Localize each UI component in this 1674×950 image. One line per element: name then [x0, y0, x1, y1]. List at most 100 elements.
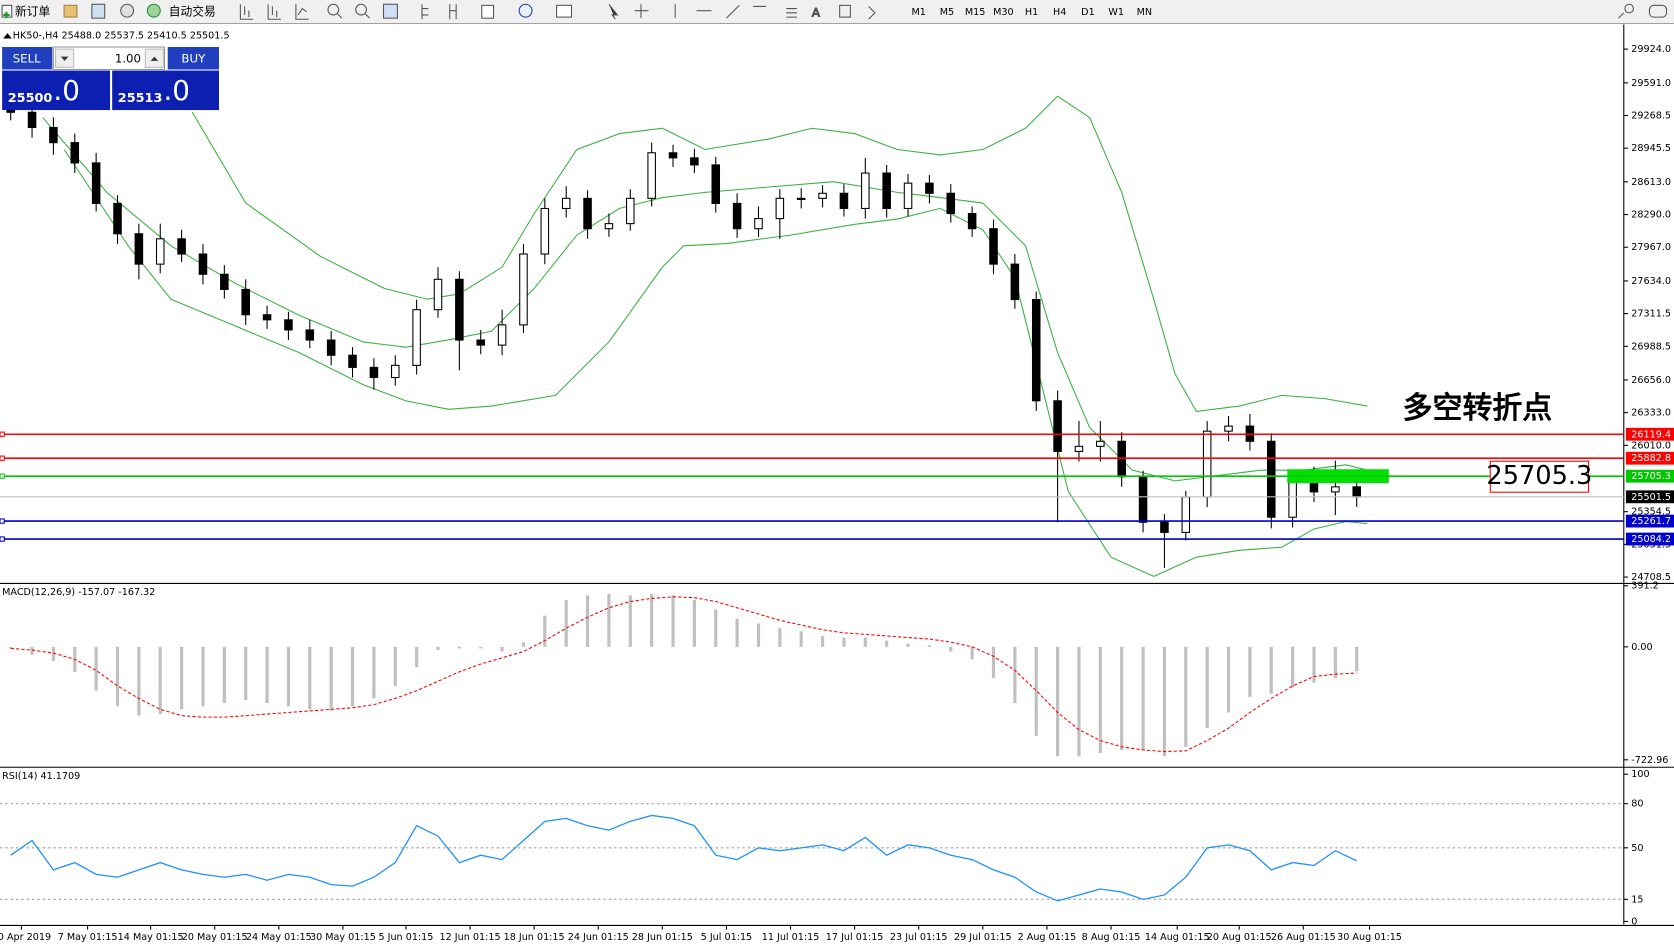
- candle-body: [1010, 263, 1020, 301]
- macd-bar: [201, 646, 205, 707]
- candle-body: [754, 218, 763, 230]
- x-tick-label: 17 Jul 01:15: [826, 932, 884, 943]
- candle-body: [348, 354, 357, 368]
- pane-title: MACD(12,26,9) -157.07 -167.32: [2, 587, 155, 598]
- callout-box: [1489, 460, 1590, 493]
- lot-value[interactable]: 1.00: [115, 51, 141, 65]
- bollinger-band: [191, 95, 1368, 412]
- y-tick-label: 0.00: [1631, 642, 1652, 653]
- level-handle: [0, 473, 5, 479]
- candle-body: [1138, 476, 1148, 523]
- buy-label[interactable]: BUY: [181, 51, 206, 65]
- buy-price-box[interactable]: [112, 70, 219, 111]
- y-tick-label: 24708.5: [1631, 572, 1671, 583]
- x-tick-label: 11 Jul 01:15: [762, 932, 820, 943]
- toolbar-button[interactable]: 新订单: [15, 4, 50, 18]
- x-tick-label: 24 May 01:15: [246, 932, 312, 943]
- candle-body: [1096, 440, 1105, 447]
- y-tick-label: 26988.5: [1631, 341, 1671, 352]
- macd-bar: [1312, 646, 1316, 683]
- level-handle: [0, 518, 5, 524]
- y-tick-label: 0: [1631, 916, 1637, 927]
- candle-body: [305, 329, 315, 341]
- y-tick-label: 29924.0: [1631, 44, 1671, 55]
- candle-body: [690, 157, 699, 166]
- macd-bar: [778, 628, 782, 647]
- plot-area: [9, 593, 1359, 757]
- timeframe-button[interactable]: M1: [912, 7, 926, 18]
- rsi-line: [10, 814, 1357, 902]
- timeframe-button[interactable]: M30: [993, 7, 1014, 18]
- pane-overlay: 100 80 50 15 0 RSI(14) 41.1709 30 Apr 2019 7 Ma…: [0, 769, 1650, 943]
- candle-body: [155, 238, 165, 265]
- candle-body: [925, 182, 934, 194]
- y-tick-label: 27634.0: [1631, 276, 1671, 287]
- current-price-label: 25501.5: [1631, 492, 1671, 503]
- macd-bar: [735, 618, 739, 647]
- level-handle: [0, 455, 5, 461]
- sell-label[interactable]: SELL: [13, 51, 41, 65]
- level-tag: [1625, 532, 1674, 546]
- macd-bar: [500, 646, 504, 652]
- sell-price-box[interactable]: [2, 70, 111, 111]
- buy-button[interactable]: [167, 47, 219, 70]
- candle-body: [668, 152, 678, 159]
- macd-bar: [30, 646, 34, 655]
- candle-body: [1309, 481, 1319, 493]
- level-handle: [0, 536, 5, 542]
- macd-bar: [479, 646, 483, 649]
- y-tick-label: 50: [1631, 843, 1643, 854]
- timeframe-bar: M1 M5 M15 M30 H1 H4 D1 W1 MN: [912, 7, 1153, 18]
- sell-price: 25500: [8, 91, 53, 106]
- macd-bar: [820, 635, 825, 647]
- level-tag: [1625, 427, 1674, 441]
- y-tick-label: 28945.5: [1631, 143, 1671, 154]
- timeframe-button[interactable]: H1: [1025, 7, 1038, 18]
- candle-body: [946, 192, 956, 215]
- candle-body: [91, 162, 101, 204]
- x-tick-label: 8 Aug 01:15: [1082, 932, 1141, 943]
- timeframe-button[interactable]: M15: [965, 7, 986, 18]
- macd-bar: [692, 599, 696, 647]
- level-label: 25084.2: [1631, 534, 1671, 545]
- y-tick-label: 28613.0: [1631, 177, 1671, 188]
- y-tick-label: 100: [1631, 769, 1649, 780]
- level-handle: [0, 431, 5, 437]
- pane-title: RSI(14) 41.1709: [2, 771, 80, 782]
- y-tick-label: 26333.0: [1631, 408, 1671, 419]
- timeframe-button[interactable]: D1: [1081, 7, 1095, 18]
- macd-bar: [756, 623, 761, 647]
- x-tick-label: 28 Jun 01:15: [632, 932, 693, 943]
- candle-body: [989, 228, 998, 265]
- candle-body: [284, 319, 293, 331]
- y-tick-label: -722.96: [1631, 755, 1668, 766]
- macd-bar: [158, 646, 162, 715]
- x-tick-label: 5 Jul 01:15: [701, 932, 753, 943]
- candle-body: [476, 339, 486, 346]
- macd-bar: [9, 646, 13, 649]
- timeframe-button[interactable]: M5: [940, 7, 954, 18]
- level-label: 26119.4: [1631, 429, 1671, 440]
- macd-bar: [393, 646, 397, 686]
- lot-input[interactable]: [52, 46, 166, 70]
- candle-body: [1224, 425, 1233, 432]
- timeframe-button[interactable]: W1: [1108, 7, 1124, 18]
- candle-body: [326, 339, 336, 356]
- pane-overlay: 29924.0 29591.0 29268.5 28945.5 28613.0 28290…: [0, 30, 1674, 583]
- sell-price-fraction: .0: [53, 74, 79, 107]
- timeframe-button[interactable]: H4: [1053, 7, 1066, 18]
- toolbar-button[interactable]: 自动交易: [169, 4, 216, 18]
- pane-title: HK50-,H4 25488.0 25537.5 25410.5 25501.5: [13, 30, 230, 41]
- callout-label: 25705.3: [1486, 461, 1592, 491]
- macd-bar: [564, 599, 568, 647]
- timeframe-button[interactable]: MN: [1137, 7, 1152, 18]
- macd-bar: [1077, 646, 1081, 757]
- macd-bar: [265, 646, 269, 704]
- macd-bar: [906, 643, 910, 647]
- candle-body: [1352, 486, 1361, 498]
- sell-button[interactable]: [2, 47, 53, 70]
- candle-body: [1331, 486, 1340, 493]
- candle-body: [861, 172, 870, 209]
